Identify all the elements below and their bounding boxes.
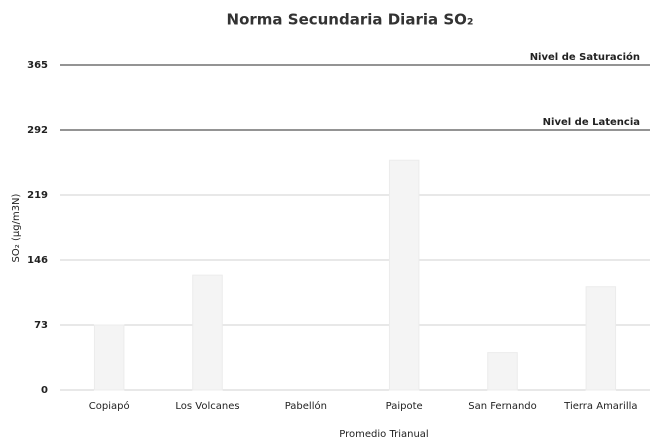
bar — [388, 159, 420, 391]
bar — [192, 274, 223, 391]
bar — [585, 286, 617, 391]
y-tick-label: 0 — [41, 385, 48, 396]
y-tick-label: 219 — [27, 190, 48, 201]
x-tick-label: Pabellón — [285, 400, 327, 412]
y-tick-label: 365 — [27, 60, 48, 71]
x-axis-title: Promedio Trianual — [339, 429, 428, 440]
x-tick-label: Los Volcanes — [175, 401, 239, 412]
y-tick-label: 292 — [27, 125, 48, 136]
x-tick-label: Tierra Amarilla — [563, 401, 637, 412]
reference-label: Nivel de Saturación — [530, 51, 640, 63]
x-tick-label: Paipote — [386, 401, 423, 412]
y-tick-label: 73 — [34, 320, 48, 331]
x-tick-label: San Fernando — [468, 401, 537, 412]
bar — [93, 324, 125, 391]
x-tick-label: Copiapó — [89, 400, 130, 412]
y-tick-label: 146 — [27, 255, 48, 266]
reference-label: Nivel de Latencia — [543, 117, 640, 128]
chart-title: Norma Secundaria Diaria SO₂ — [227, 11, 474, 29]
y-axis-title: SO₂ (µg/m3N) — [11, 193, 22, 262]
bar — [487, 352, 518, 391]
